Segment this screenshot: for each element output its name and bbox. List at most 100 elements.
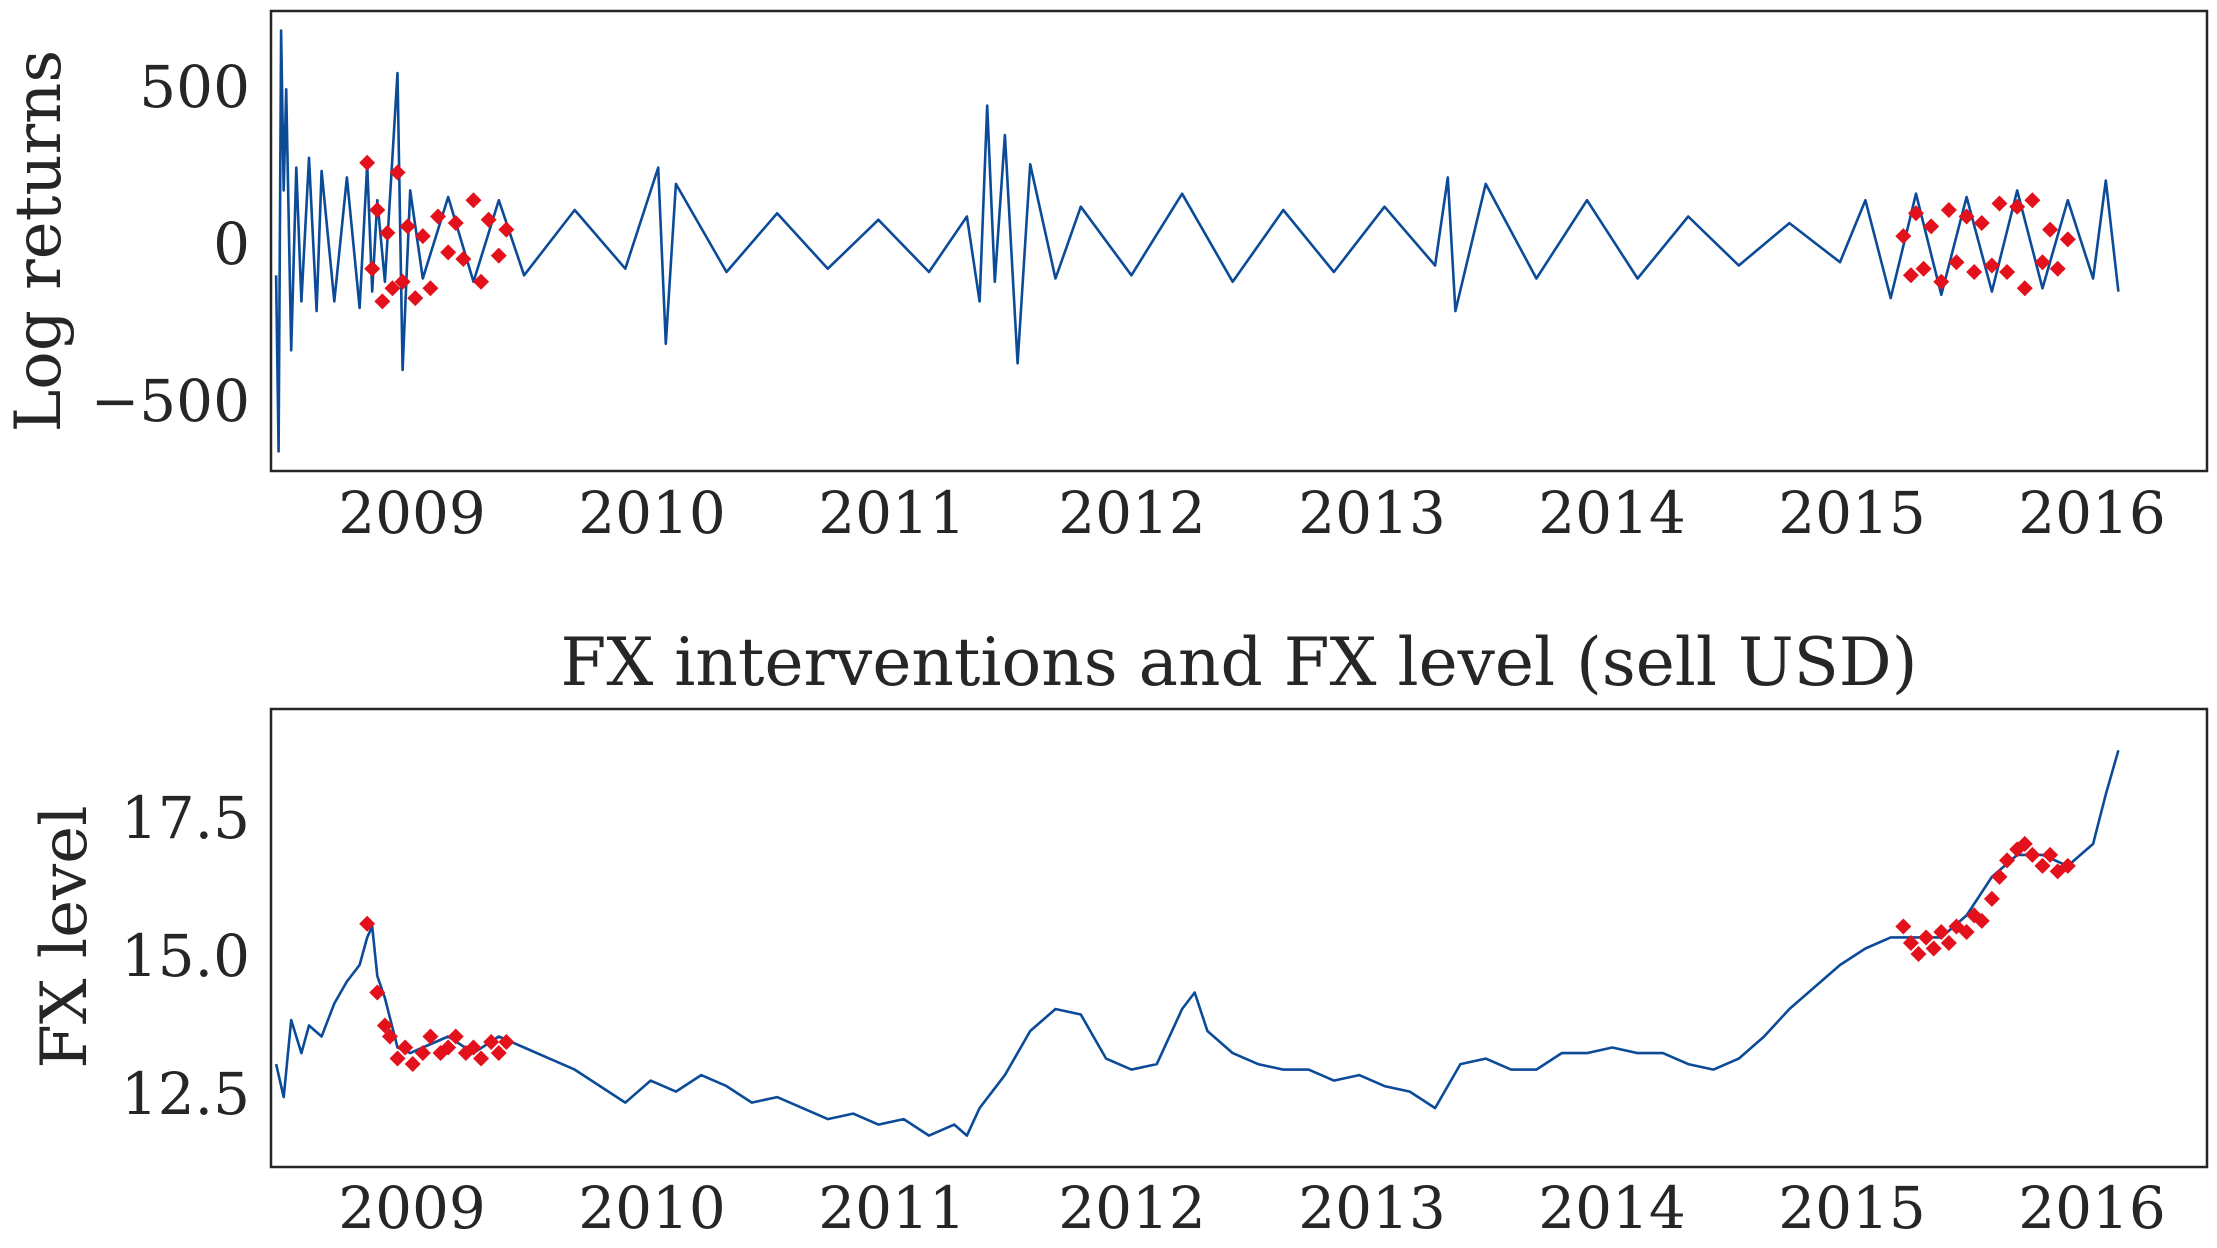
fx-intervention-marker — [359, 915, 376, 932]
returns-xtick-label: 2013 — [1298, 479, 1446, 547]
fx-xtick-label: 2012 — [1058, 1174, 1206, 1242]
returns-ytick-label: −500 — [91, 367, 250, 435]
fx-intervention-marker — [376, 1017, 393, 1034]
returns-intervention-marker — [364, 260, 381, 277]
returns-intervention-marker — [374, 293, 391, 310]
returns-intervention-marker — [1915, 260, 1932, 277]
returns-intervention-marker — [2042, 221, 2059, 238]
fx-plot-area — [274, 749, 2120, 1137]
fx-ytick-label: 15.0 — [121, 922, 250, 990]
fx-series-line — [274, 749, 2120, 1137]
returns-intervention-marker — [2034, 254, 2051, 271]
fx-intervention-marker — [397, 1039, 414, 1056]
returns-intervention-marker — [1933, 273, 1950, 290]
fx-intervention-marker — [1973, 912, 1990, 929]
returns-intervention-marker — [369, 202, 386, 219]
fx-chart-title: FX interventions and FX level (sell USD) — [561, 624, 1918, 701]
returns-intervention-marker — [384, 280, 401, 297]
returns-intervention-marker — [1973, 215, 1990, 232]
fx-intervention-marker — [490, 1045, 507, 1062]
returns-ytick-label: 500 — [139, 53, 250, 121]
returns-intervention-marker — [1948, 254, 1965, 271]
returns-panel: 500 0 −500 2009 2010 2011 2012 2013 2014… — [2, 9, 2209, 547]
returns-intervention-marker — [422, 280, 439, 297]
fx-intervention-marker — [1925, 940, 1942, 957]
fx-intervention-marker — [2024, 846, 2041, 863]
fx-intervention-marker — [404, 1056, 421, 1073]
fx-xtick-label: 2011 — [818, 1174, 966, 1242]
fx-intervention-marker — [414, 1045, 431, 1062]
returns-intervention-marker — [414, 228, 431, 245]
returns-y-axis-label: Log returns — [2, 50, 76, 432]
fx-intervention-marker — [369, 984, 386, 1001]
fx-intervention-marker — [1958, 923, 1975, 940]
returns-intervention-marker — [480, 211, 497, 228]
returns-intervention-marker — [2016, 280, 2033, 297]
returns-xtick-label: 2014 — [1538, 479, 1686, 547]
fx-intervention-marker — [1991, 868, 2008, 885]
fx-intervention-marker — [1895, 918, 1912, 935]
fx-intervention-marker — [1983, 890, 2000, 907]
returns-intervention-marker — [2059, 231, 2076, 248]
returns-intervention-marker — [2024, 192, 2041, 209]
returns-plot-area — [274, 29, 2120, 453]
returns-intervention-marker — [2009, 198, 2026, 215]
returns-xtick-label: 2012 — [1058, 479, 1206, 547]
fx-panel: FX interventions and FX level (sell USD)… — [28, 624, 2209, 1242]
fx-xtick-label: 2016 — [2018, 1174, 2166, 1242]
returns-intervention-marker — [1902, 267, 1919, 284]
returns-ytick-label: 0 — [213, 210, 250, 278]
fx-ytick-label: 17.5 — [121, 784, 250, 852]
returns-intervention-marker — [1923, 218, 1940, 235]
fx-xtick-label: 2009 — [338, 1174, 486, 1242]
fx-axes-frame — [269, 707, 2209, 1169]
returns-xtick-label: 2009 — [338, 479, 486, 547]
fx-intervention-marker — [1910, 945, 1927, 962]
fx-intervention-marker — [440, 1039, 457, 1056]
fx-intervention-marker — [1933, 923, 1950, 940]
returns-intervention-marker — [1895, 228, 1912, 245]
returns-y-ticks: 500 0 −500 — [91, 53, 250, 435]
fx-intervention-marker — [2034, 857, 2051, 874]
returns-intervention-marker — [440, 244, 457, 261]
returns-intervention-marker — [1966, 263, 1983, 280]
fx-intervention-marker — [2059, 857, 2076, 874]
returns-intervention-marker — [1958, 208, 1975, 225]
fx-intervention-marker — [483, 1034, 500, 1051]
fx-intervention-marker — [498, 1034, 515, 1051]
returns-xtick-label: 2016 — [2018, 479, 2166, 547]
returns-intervention-marker — [359, 154, 376, 171]
returns-intervention-marker — [430, 208, 447, 225]
fx-intervention-marker — [1918, 929, 1935, 946]
returns-intervention-marker — [498, 221, 515, 238]
returns-intervention-marker — [1991, 195, 2008, 212]
returns-x-ticks: 2009 2010 2011 2012 2013 2014 2015 2016 — [338, 479, 2166, 547]
returns-intervention-marker — [2049, 260, 2066, 277]
fx-x-ticks: 2009 2010 2011 2012 2013 2014 2015 2016 — [338, 1174, 2166, 1242]
returns-intervention-marker — [1907, 205, 1924, 222]
returns-intervention-marker — [399, 218, 416, 235]
returns-intervention-marker — [490, 247, 507, 264]
returns-intervention-marker — [407, 290, 424, 307]
returns-series-line — [274, 29, 2120, 453]
returns-xtick-label: 2015 — [1778, 479, 1926, 547]
fx-intervention-marker — [2016, 835, 2033, 852]
returns-intervention-marker — [447, 215, 464, 232]
returns-intervention-marker — [1983, 257, 2000, 274]
returns-intervention-marker — [394, 273, 411, 290]
fx-xtick-label: 2014 — [1538, 1174, 1686, 1242]
fx-intervention-marker — [1999, 852, 2016, 869]
fx-intervention-marker — [389, 1050, 406, 1067]
returns-xtick-label: 2011 — [818, 479, 966, 547]
returns-intervention-marker — [473, 273, 490, 290]
fx-intervention-marker — [1902, 934, 1919, 951]
returns-intervention-marker — [389, 164, 406, 181]
fx-intervention-marker — [422, 1028, 439, 1045]
returns-intervention-marker — [1999, 263, 2016, 280]
fx-xtick-label: 2013 — [1298, 1174, 1446, 1242]
fx-intervention-marker — [447, 1028, 464, 1045]
fx-intervention-marker — [465, 1039, 482, 1056]
fx-intervention-marker — [381, 1028, 398, 1045]
returns-intervention-marker — [379, 224, 396, 241]
